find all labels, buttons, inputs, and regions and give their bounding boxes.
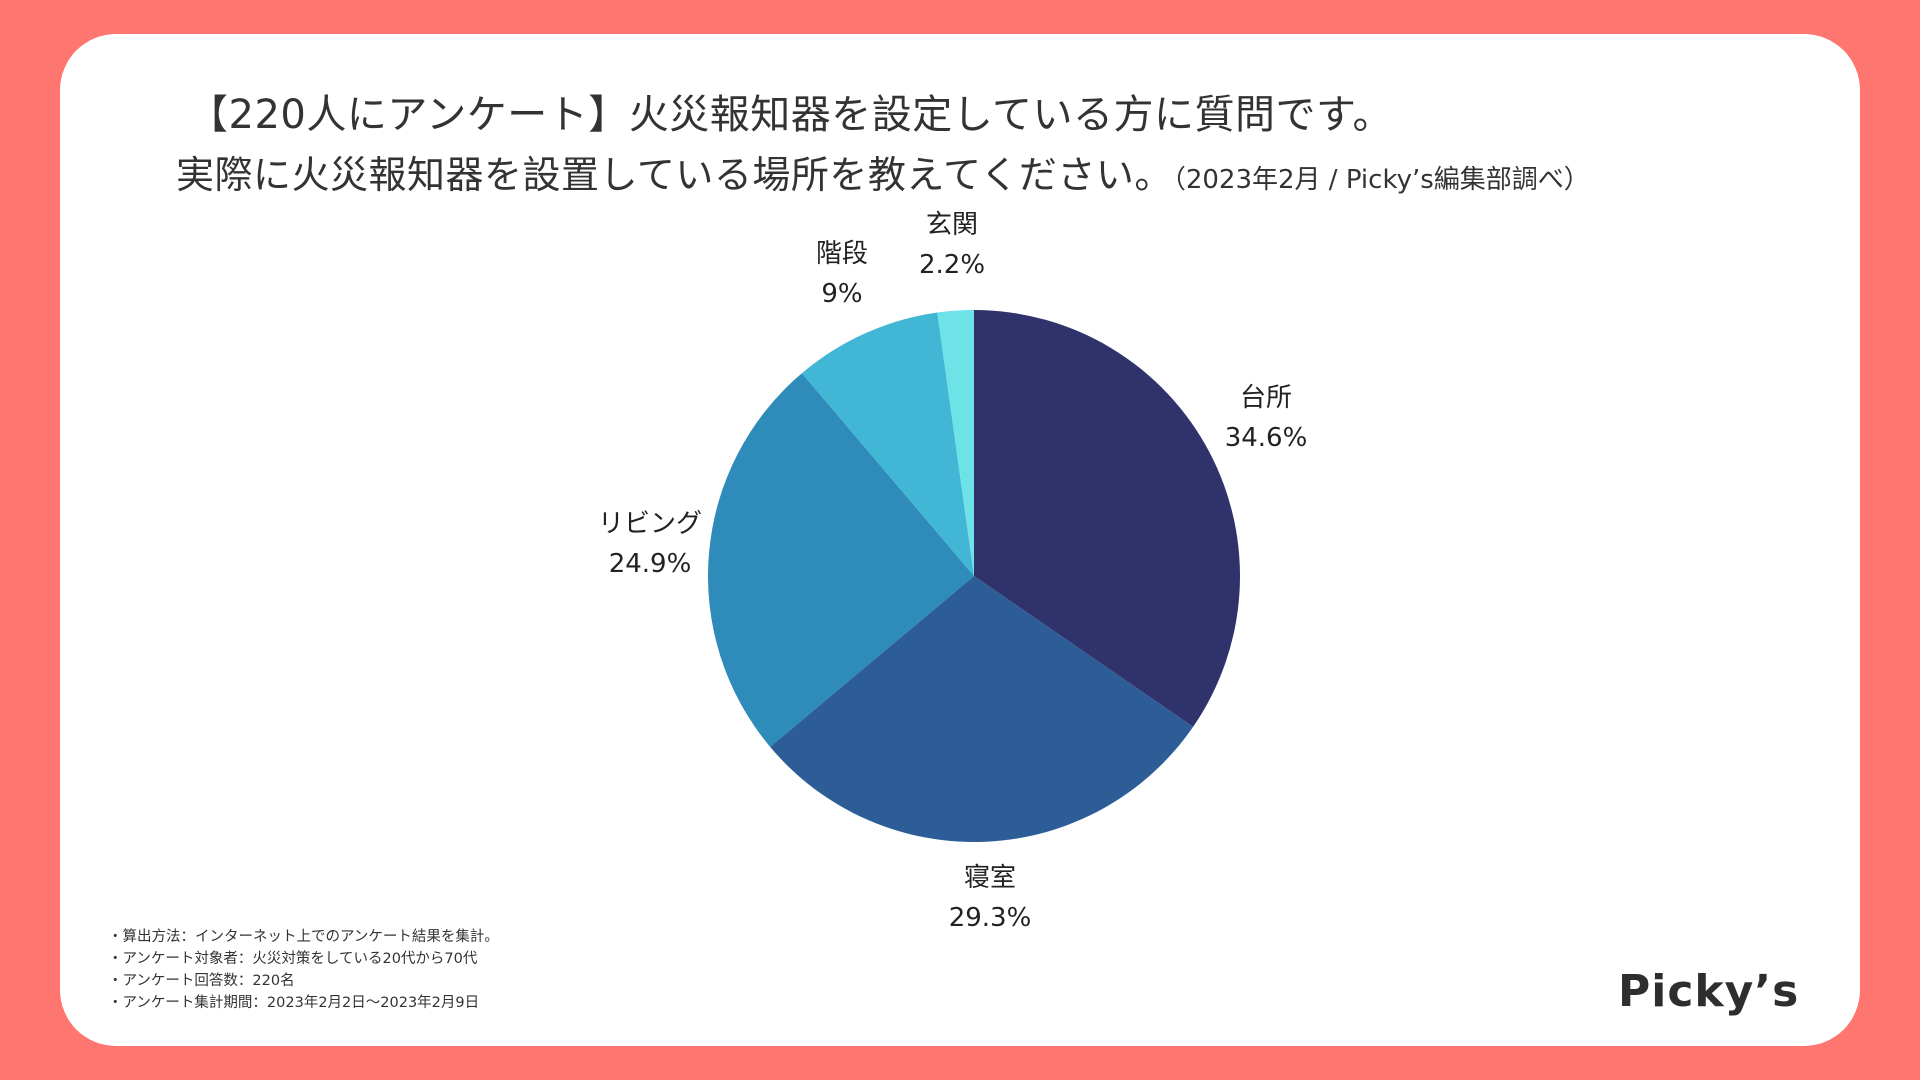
slice-category-label-0: 台所: [1240, 383, 1292, 413]
note-method: ・算出方法：インターネット上でのアンケート結果を集計。: [108, 929, 499, 945]
pie-slice-4: [937, 310, 974, 576]
slice-value-label-1: 29.3%: [949, 903, 1032, 933]
pie-slice-2: [707, 373, 974, 747]
pie-slice-3: [801, 312, 974, 576]
note-period: ・アンケート集計期間：2023年2月2日〜2023年2月9日: [108, 995, 480, 1011]
pie-slices: [707, 310, 1240, 843]
pickys-logo: Picky’s: [1618, 966, 1800, 1017]
slice-value-label-4: 2.2%: [919, 250, 985, 280]
chart-title-line1: 【220人にアンケート】火災報知器を設定している方に質問です。: [188, 92, 1394, 138]
pie-slice-1: [770, 576, 1194, 843]
slice-value-label-0: 34.6%: [1225, 423, 1308, 453]
chart-title-source-note: （2023年2月 / Picky’s編集部調べ）: [1172, 165, 1590, 195]
slice-category-label-2: リビング: [598, 509, 702, 539]
slice-value-label-3: 9%: [821, 279, 862, 309]
chart-title-line2: 実際に火災報知器を設置している場所を教えてください。（2023年2月 / Pic…: [176, 144, 1590, 199]
note-count: ・アンケート回答数：220名: [108, 973, 295, 989]
note-target: ・アンケート対象者：火災対策をしている20代から70代: [108, 951, 478, 967]
slice-category-label-3: 階段: [816, 239, 868, 269]
pie-slice-0: [974, 310, 1240, 727]
pie-labels: 台所 34.6% 寝室 29.3% リビング 24.9% 階段 9% 玄関 2.2%: [598, 210, 1307, 933]
slice-category-label-4: 玄関: [926, 210, 978, 240]
chart-title-question: 実際に火災報知器を設置している場所を教えてください。: [176, 153, 1173, 197]
slice-category-label-1: 寝室: [964, 863, 1016, 893]
slice-value-label-2: 24.9%: [609, 549, 692, 579]
survey-notes: ・算出方法：インターネット上でのアンケート結果を集計。 ・アンケート対象者：火災…: [108, 926, 499, 1014]
